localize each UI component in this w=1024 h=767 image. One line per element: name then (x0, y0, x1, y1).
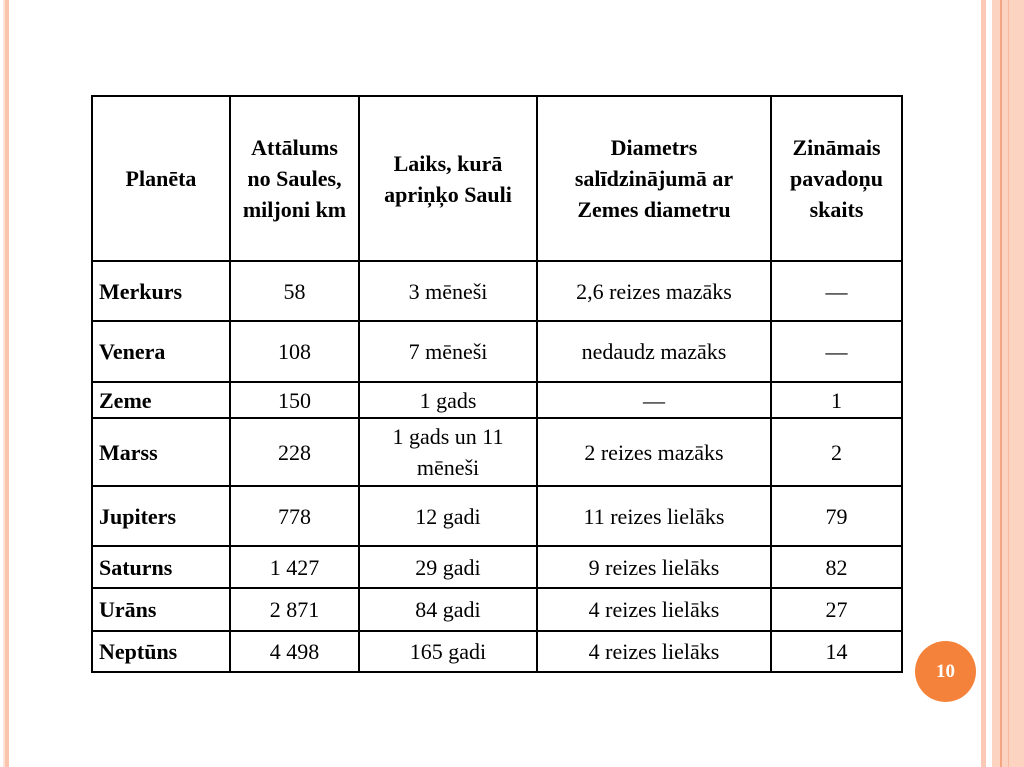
table-cell: 2 871 (229, 587, 360, 632)
table-cell: 2 reizes mazāks (536, 417, 772, 487)
table-cell: 1 427 (229, 545, 360, 589)
header-cell: Planēta (91, 95, 231, 262)
table-cell: 108 (229, 320, 360, 383)
table-cell: 11 reizes lielāks (536, 485, 772, 547)
right-stripe (1000, 0, 1002, 767)
header-cell: Attālums no Saules, miljoni km (229, 95, 360, 262)
table-cell: 1 (770, 381, 903, 419)
table-row: Venera 108 7 mēneši nedaudz mazāks — (91, 320, 903, 383)
table-cell: 84 gadi (358, 587, 538, 632)
table-cell: 165 gadi (358, 630, 538, 673)
table-cell: 4 reizes lielāks (536, 630, 772, 673)
table-cell: 4 reizes lielāks (536, 587, 772, 632)
table-cell: 2 (770, 417, 903, 487)
planet-name-cell: Urāns (91, 587, 231, 632)
table-cell: 12 gadi (358, 485, 538, 547)
table-cell: 29 gadi (358, 545, 538, 589)
left-stripe (3, 0, 5, 767)
planet-name-cell: Neptūns (91, 630, 231, 673)
table-cell: 1 gads (358, 381, 538, 419)
planet-name-cell: Merkurs (91, 260, 231, 322)
planet-name-cell: Saturns (91, 545, 231, 589)
planets-table: Planēta Attālums no Saules, miljoni km L… (91, 95, 903, 673)
table-cell: 82 (770, 545, 903, 589)
table-row: Merkurs 58 3 mēneši 2,6 reizes mazāks — (91, 260, 903, 322)
table-row: Zeme 150 1 gads —1 (91, 381, 903, 419)
header-cell: Zināmais pavadoņu skaits (770, 95, 903, 262)
table-cell: — (536, 381, 772, 419)
table-cell: 58 (229, 260, 360, 322)
table-cell: 4 498 (229, 630, 360, 673)
table-cell: 9 reizes lielāks (536, 545, 772, 589)
table-cell: 2,6 reizes mazāks (536, 260, 772, 322)
table-cell: 228 (229, 417, 360, 487)
planet-name-cell: Marss (91, 417, 231, 487)
table-cell: 79 (770, 485, 903, 547)
table-row: Neptūns 4 498 165 gadi 4 reizes lielāks 14 (91, 630, 903, 673)
table-cell: 27 (770, 587, 903, 632)
table-row: Jupiters 778 12 gadi 11 reizes lielāks 79 (91, 485, 903, 547)
right-stripe (981, 0, 986, 767)
page-number-badge: 10 (915, 641, 976, 702)
right-stripe (1008, 0, 1009, 767)
table-row: Marss 228 1 gads un 11 mēneši 2 reizes mazā… (91, 417, 903, 487)
left-stripe (5, 0, 9, 767)
table-cell: 778 (229, 485, 360, 547)
table-cell: 14 (770, 630, 903, 673)
table-cell: nedaudz mazāks (536, 320, 772, 383)
table-cell: 1 gads un 11 mēneši (358, 417, 538, 487)
header-cell: Diametrs salīdzinājumā ar Zemes diametru (536, 95, 772, 262)
header-cell: Laiks, kurā apriņķo Sauli (358, 95, 538, 262)
table-row: Urāns 2 871 84 gadi 4 reizes lielāks 27 (91, 587, 903, 632)
planet-name-cell: Jupiters (91, 485, 231, 547)
table-cell: 150 (229, 381, 360, 419)
planet-name-cell: Venera (91, 320, 231, 383)
table-cell: — (770, 320, 903, 383)
table-header-row: Planēta Attālums no Saules, miljoni km L… (91, 95, 903, 262)
table-cell: 7 mēneši (358, 320, 538, 383)
table-cell: — (770, 260, 903, 322)
planet-name-cell: Zeme (91, 381, 231, 419)
table-row: Saturns 1 427 29 gadi 9 reizes lielāks 82 (91, 545, 903, 589)
table-cell: 3 mēneši (358, 260, 538, 322)
